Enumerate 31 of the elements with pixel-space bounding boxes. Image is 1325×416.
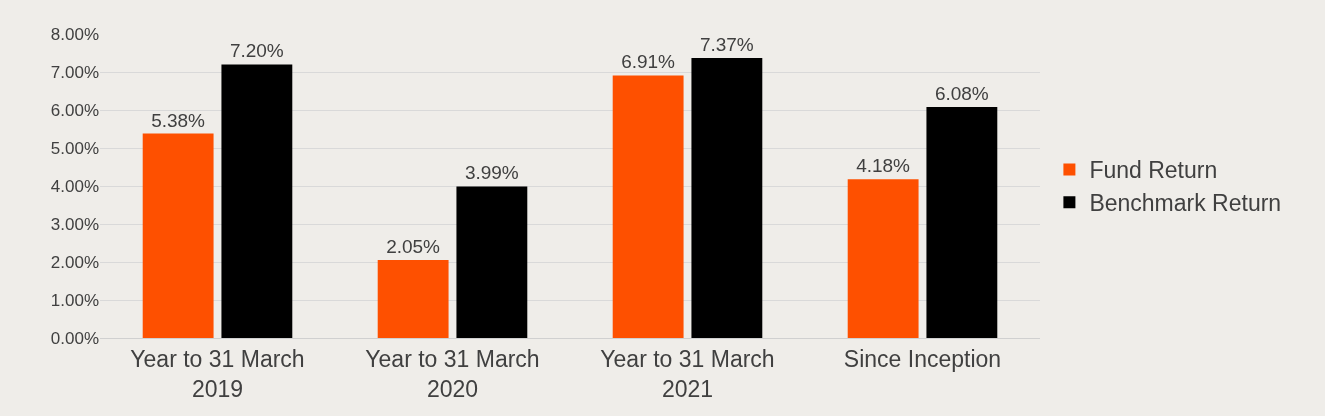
data-label: 2.05% bbox=[386, 236, 441, 258]
y-tick-label: 4.00% bbox=[50, 176, 99, 196]
bar bbox=[221, 64, 293, 338]
data-label: 6.08% bbox=[934, 82, 989, 104]
x-tick-label: Year to 31 March 2020 bbox=[365, 345, 540, 402]
data-label: 4.18% bbox=[856, 155, 911, 177]
data-label: 5.38% bbox=[151, 109, 206, 131]
bar bbox=[142, 133, 214, 338]
x-tick-label: Year to 31 March 2021 bbox=[600, 345, 775, 402]
data-label: 3.99% bbox=[464, 162, 519, 184]
y-tick-label: 0.00% bbox=[50, 328, 99, 348]
bar bbox=[926, 106, 998, 338]
y-tick-label: 3.00% bbox=[50, 214, 99, 234]
bar bbox=[612, 75, 684, 338]
y-tick-label: 6.00% bbox=[50, 100, 99, 120]
data-label: 7.37% bbox=[699, 33, 754, 55]
bar bbox=[377, 260, 449, 338]
bar bbox=[847, 179, 919, 338]
y-tick-label: 1.00% bbox=[50, 290, 99, 310]
bar bbox=[691, 57, 763, 338]
legend-label: Fund Return bbox=[1089, 157, 1218, 184]
x-tick-label: Year to 31 March 2019 bbox=[130, 345, 305, 402]
y-tick-label: 5.00% bbox=[50, 138, 99, 158]
bar bbox=[456, 186, 528, 338]
legend-label: Benchmark Return bbox=[1089, 190, 1282, 217]
y-tick-label: 2.00% bbox=[50, 252, 99, 272]
data-label: 7.20% bbox=[229, 40, 284, 62]
y-tick-label: 7.00% bbox=[50, 62, 99, 82]
y-tick-label: 8.00% bbox=[50, 24, 99, 44]
data-label: 6.91% bbox=[621, 51, 676, 73]
x-tick-label: Since Inception bbox=[843, 345, 1002, 372]
